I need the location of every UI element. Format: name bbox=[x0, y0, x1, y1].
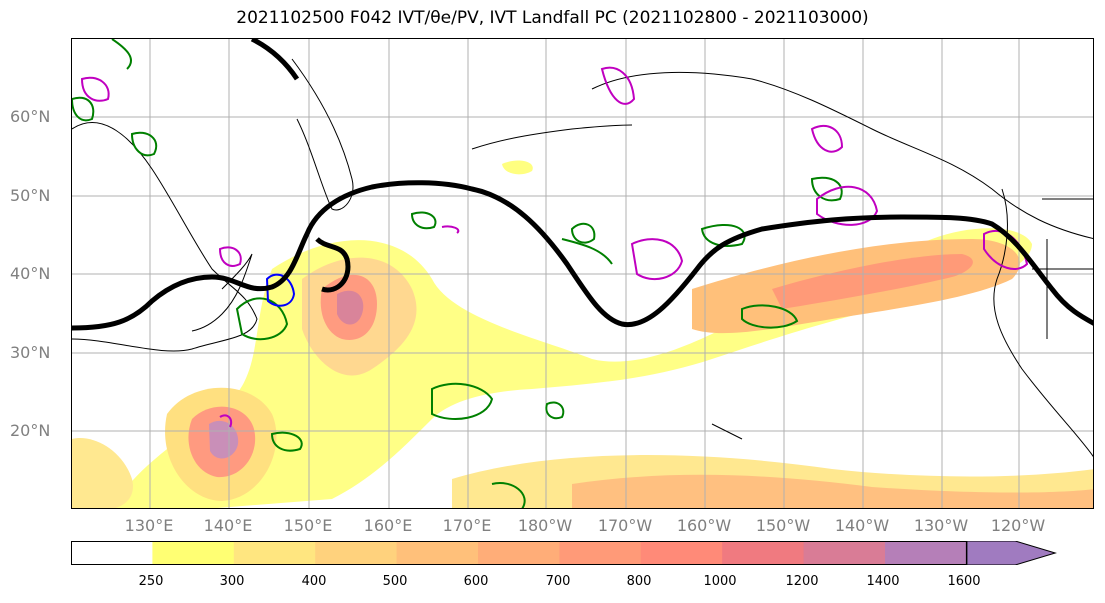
colorbar-segment bbox=[803, 541, 886, 565]
colorbar-segment bbox=[233, 541, 316, 565]
lat-label-50n: 50°N bbox=[10, 186, 51, 205]
coast-alaska bbox=[591, 71, 1093, 240]
colorbar-label-400: 400 bbox=[301, 574, 327, 589]
lon-label-180w: 180°W bbox=[517, 516, 573, 535]
colorbar-segment bbox=[152, 541, 235, 565]
theta-e-contour bbox=[111, 39, 132, 70]
theta-e-contour bbox=[561, 238, 613, 265]
lon-label-140w: 140°W bbox=[834, 516, 890, 535]
pv-contour-magenta bbox=[810, 124, 844, 153]
ivt-region-core-max bbox=[337, 290, 364, 325]
ivt-fill bbox=[72, 160, 1093, 508]
colorbar-segments bbox=[71, 541, 1057, 565]
colorbar-segment bbox=[722, 541, 805, 565]
colorbar-segment bbox=[559, 541, 642, 565]
lon-label-160w: 160°W bbox=[676, 516, 732, 535]
lon-label-120w: 120°W bbox=[990, 516, 1046, 535]
theta-e-contour bbox=[700, 224, 746, 247]
ivt-region-ar-core bbox=[772, 254, 973, 309]
theta-e-contour bbox=[72, 96, 95, 122]
colorbar-segment bbox=[71, 541, 153, 565]
colorbar-label-600: 600 bbox=[463, 574, 489, 589]
graticule bbox=[72, 39, 1093, 508]
lon-label-130e: 130°E bbox=[124, 516, 174, 535]
lon-label-150e: 150°E bbox=[283, 516, 333, 535]
colorbar-label-1400: 1400 bbox=[866, 574, 900, 589]
jet-stream-line bbox=[72, 180, 1093, 331]
theta-e-contour bbox=[235, 297, 289, 341]
ivt-region-bering-spot bbox=[502, 160, 533, 175]
lat-label-30n: 30°N bbox=[10, 343, 51, 362]
coast-north-america bbox=[993, 188, 1093, 457]
coast-hawaii bbox=[711, 423, 743, 440]
theta-e-contour bbox=[431, 382, 494, 420]
lat-label-20n: 20°N bbox=[10, 421, 51, 440]
lon-label-170w: 170°W bbox=[597, 516, 653, 535]
pv-contour-magenta bbox=[219, 414, 233, 428]
colorbar-segment bbox=[885, 541, 967, 565]
border-us-states bbox=[1032, 239, 1093, 339]
lon-label-140e: 140°E bbox=[203, 516, 253, 535]
colorbar-segment bbox=[396, 541, 479, 565]
colorbar-label-1200: 1200 bbox=[785, 574, 819, 589]
pv-contour-magenta bbox=[218, 246, 242, 267]
colorbar-segment bbox=[640, 541, 723, 565]
lat-label-40n: 40°N bbox=[10, 264, 51, 283]
theta-e-contour bbox=[491, 482, 526, 508]
pv-contour-magenta bbox=[630, 238, 684, 281]
colorbar-outline bbox=[71, 541, 968, 565]
colorbar bbox=[71, 541, 1057, 565]
theta-e-contour bbox=[410, 211, 437, 230]
lon-label-150w: 150°W bbox=[755, 516, 811, 535]
colorbar-label-700: 700 bbox=[545, 574, 571, 589]
colorbar-segment bbox=[478, 541, 560, 565]
jet-stream-northwest bbox=[250, 39, 300, 81]
theta-e-contour bbox=[810, 176, 843, 202]
theta-e-contour bbox=[741, 304, 799, 329]
pv-contour-blue bbox=[265, 273, 296, 307]
colorbar-label-250: 250 bbox=[138, 574, 164, 589]
colorbar-label-1600: 1600 bbox=[947, 574, 981, 589]
lon-label-170e: 170°E bbox=[442, 516, 492, 535]
ivt-region-south-inner bbox=[572, 474, 1093, 508]
map-canvas bbox=[72, 39, 1093, 508]
colorbar-label-300: 300 bbox=[219, 574, 245, 589]
theta-e-contour bbox=[545, 401, 565, 420]
coast-asia bbox=[72, 122, 258, 352]
coast-aleutians bbox=[471, 124, 633, 150]
theta-e-contours bbox=[72, 39, 843, 508]
ivt-region-corner bbox=[72, 438, 133, 508]
coast-kamchatka bbox=[291, 58, 354, 211]
jet-stream-loop bbox=[315, 237, 351, 293]
theta-e-contour bbox=[570, 222, 596, 244]
coastlines bbox=[72, 58, 1093, 457]
coast-japan bbox=[191, 253, 253, 332]
lon-label-160e: 160°E bbox=[363, 516, 413, 535]
colorbar-label-1000: 1000 bbox=[703, 574, 737, 589]
map-panel bbox=[71, 38, 1094, 509]
colorbar-segment bbox=[315, 541, 398, 565]
lon-label-130w: 130°W bbox=[913, 516, 969, 535]
colorbar-extend-arrow bbox=[965, 541, 1057, 565]
map-title: 2021102500 F042 IVT/θe/PV, IVT Landfall … bbox=[236, 8, 869, 28]
lat-label-60n: 60°N bbox=[10, 107, 51, 126]
pv-contour-magenta bbox=[80, 76, 110, 102]
pv-contour-magenta bbox=[600, 66, 636, 105]
theta-e-contour bbox=[130, 131, 158, 157]
ivt-region-typhoon-core bbox=[209, 420, 239, 459]
colorbar-label-500: 500 bbox=[382, 574, 408, 589]
theta-e-contour bbox=[270, 431, 303, 452]
colorbar-label-800: 800 bbox=[626, 574, 652, 589]
pv-contour-magenta bbox=[441, 225, 460, 234]
